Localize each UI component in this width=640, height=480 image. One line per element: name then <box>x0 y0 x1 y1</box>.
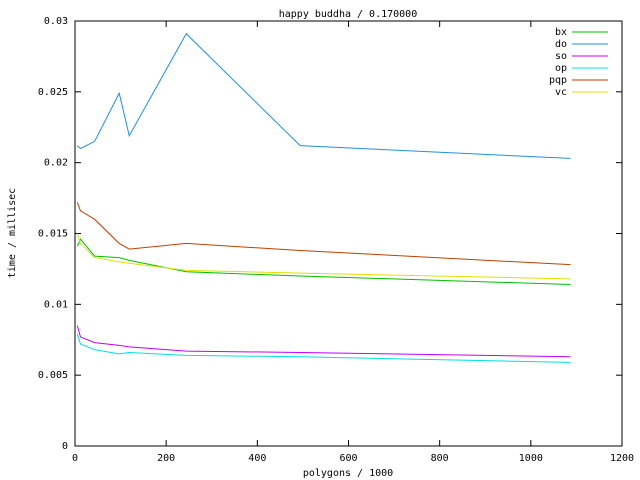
series-line <box>76 202 571 266</box>
legend-label: do <box>555 39 567 50</box>
legend-label: vc <box>555 87 567 98</box>
x-tick-label: 200 <box>157 453 175 464</box>
series-line <box>76 32 571 159</box>
y-tick-label: 0.03 <box>44 16 68 27</box>
y-tick-label: 0.02 <box>44 158 68 169</box>
chart-title: happy buddha / 0.170000 <box>279 9 417 20</box>
legend-label: pqp <box>549 75 567 86</box>
y-tick-label: 0.025 <box>38 87 68 98</box>
legend-label: op <box>555 63 567 74</box>
x-tick-label: 400 <box>248 453 266 464</box>
y-axis-label: time / millisec <box>7 188 18 278</box>
y-tick-label: 0.015 <box>38 229 68 240</box>
series-line <box>76 233 571 280</box>
x-tick-label: 1200 <box>610 453 634 464</box>
x-tick-label: 1000 <box>519 453 543 464</box>
legend-label: so <box>555 51 567 62</box>
x-tick-label: 0 <box>72 453 78 464</box>
legend-label: bx <box>555 27 567 38</box>
series-line <box>76 333 571 363</box>
x-axis-label: polygons / 1000 <box>303 468 393 479</box>
series-line <box>76 325 571 358</box>
x-tick-label: 600 <box>339 453 357 464</box>
series-line <box>76 238 571 285</box>
x-tick-label: 800 <box>431 453 449 464</box>
y-tick-label: 0 <box>62 441 68 452</box>
y-tick-label: 0.01 <box>44 299 68 310</box>
y-tick-label: 0.005 <box>38 370 68 381</box>
